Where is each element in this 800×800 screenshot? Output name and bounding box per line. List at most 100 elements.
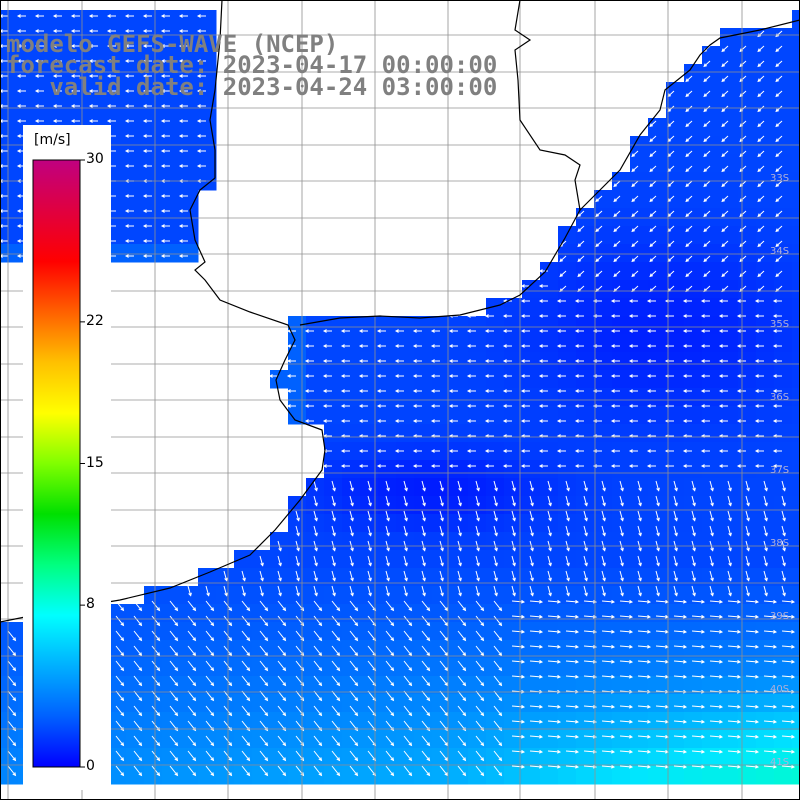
wind-cell bbox=[36, 100, 55, 119]
wind-arrow bbox=[403, 510, 408, 522]
wind-cell bbox=[684, 766, 703, 785]
wind-cell bbox=[0, 226, 19, 245]
wind-arrow bbox=[595, 270, 603, 278]
wind-cell bbox=[450, 604, 469, 623]
wind-arrow bbox=[349, 705, 359, 717]
wind-cell bbox=[702, 676, 721, 695]
wind-cell bbox=[504, 370, 523, 389]
wind-arrow bbox=[52, 89, 62, 93]
wind-cell bbox=[144, 208, 163, 227]
wind-cell bbox=[666, 424, 685, 443]
wind-arrow bbox=[115, 735, 125, 747]
wind-cell bbox=[216, 712, 235, 731]
wind-arrow bbox=[565, 749, 580, 754]
wind-arrow bbox=[502, 419, 512, 423]
wind-cell bbox=[450, 514, 469, 533]
wind-arrow bbox=[763, 614, 778, 619]
wind-arrow bbox=[718, 314, 728, 318]
wind-cell bbox=[774, 514, 793, 533]
wind-cell bbox=[180, 622, 199, 641]
wind-arrow bbox=[745, 495, 750, 507]
wind-arrow bbox=[160, 29, 170, 33]
wind-cell bbox=[108, 64, 127, 83]
wind-arrow bbox=[448, 404, 458, 408]
wind-arrow bbox=[511, 734, 526, 739]
wind-arrow bbox=[196, 44, 206, 48]
wind-cell bbox=[162, 676, 181, 695]
wind-arrow bbox=[700, 419, 710, 423]
wind-cell bbox=[504, 694, 523, 713]
wind-cell bbox=[0, 82, 19, 101]
wind-cell bbox=[360, 712, 379, 731]
wind-cell bbox=[144, 46, 163, 65]
wind-arrow bbox=[637, 585, 642, 597]
wind-arrow bbox=[628, 404, 638, 408]
wind-arrow bbox=[115, 660, 125, 672]
wind-arrow bbox=[673, 525, 678, 537]
wind-arrow bbox=[403, 735, 413, 747]
wind-cell bbox=[378, 712, 397, 731]
wind-cell bbox=[252, 604, 271, 623]
wind-cell bbox=[486, 352, 505, 371]
wind-arrow bbox=[169, 615, 179, 627]
wind-cell bbox=[774, 334, 793, 353]
wind-cell bbox=[774, 28, 793, 47]
wind-cell bbox=[486, 694, 505, 713]
wind-cell bbox=[450, 352, 469, 371]
latitude-label: 36S bbox=[770, 392, 790, 403]
wind-arrow bbox=[775, 195, 783, 203]
wind-cell bbox=[702, 514, 721, 533]
wind-cell bbox=[792, 190, 800, 209]
wind-arrow bbox=[721, 165, 729, 173]
wind-arrow bbox=[376, 359, 386, 363]
wind-arrow bbox=[448, 464, 458, 468]
wind-arrow bbox=[70, 104, 80, 108]
wind-arrow bbox=[457, 615, 467, 627]
wind-arrow bbox=[511, 644, 526, 649]
wind-cell bbox=[414, 334, 433, 353]
wind-arrow bbox=[703, 195, 711, 203]
wind-arrow bbox=[52, 119, 62, 123]
wind-arrow bbox=[205, 615, 215, 627]
wind-cell bbox=[630, 748, 649, 767]
wind-cell bbox=[684, 208, 703, 227]
wind-arrow bbox=[727, 644, 742, 649]
wind-cell bbox=[468, 676, 487, 695]
wind-cell bbox=[72, 10, 91, 29]
wind-arrow bbox=[529, 585, 534, 597]
wind-arrow bbox=[637, 599, 652, 604]
wind-arrow bbox=[313, 615, 323, 627]
wind-cell bbox=[576, 604, 595, 623]
wind-cell bbox=[378, 352, 397, 371]
wind-cell bbox=[270, 748, 289, 767]
wind-arrow bbox=[556, 419, 566, 423]
wind-cell bbox=[648, 676, 667, 695]
wind-arrow bbox=[745, 525, 750, 537]
wind-arrow bbox=[520, 314, 530, 318]
wind-cell bbox=[486, 622, 505, 641]
wind-cell bbox=[792, 730, 800, 749]
wind-arrow bbox=[88, 59, 98, 63]
wind-arrow bbox=[331, 690, 341, 702]
wind-arrow bbox=[691, 570, 696, 582]
wind-cell bbox=[432, 406, 451, 425]
wind-cell bbox=[756, 388, 775, 407]
wind-arrow bbox=[682, 344, 692, 348]
wind-arrow bbox=[511, 749, 526, 754]
wind-cell bbox=[720, 424, 739, 443]
wind-cell bbox=[342, 406, 361, 425]
wind-cell bbox=[720, 766, 739, 785]
wind-cell bbox=[756, 298, 775, 317]
wind-cell bbox=[360, 406, 379, 425]
wind-arrow bbox=[124, 224, 134, 228]
wind-arrow bbox=[259, 615, 269, 627]
wind-arrow bbox=[763, 555, 768, 567]
wind-arrow bbox=[628, 419, 638, 423]
wind-cell bbox=[612, 604, 631, 623]
wind-arrow bbox=[772, 449, 782, 453]
wind-arrow bbox=[448, 449, 458, 453]
wind-cell bbox=[288, 748, 307, 767]
wind-cell bbox=[378, 460, 397, 479]
wind-cell bbox=[432, 388, 451, 407]
wind-arrow bbox=[205, 585, 210, 597]
